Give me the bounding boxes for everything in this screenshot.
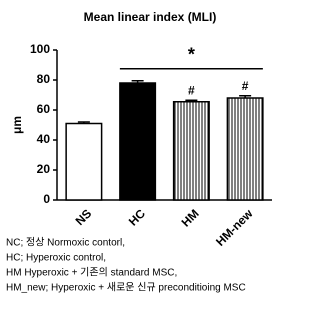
significance-label: * — [188, 45, 195, 65]
bar — [226, 97, 264, 201]
chart-title: Mean linear index (MLI) — [84, 10, 217, 24]
annotation: # — [188, 83, 195, 97]
annotation: # — [242, 79, 249, 93]
footnote: NC; 정상 Normoxic contorl, — [6, 237, 125, 249]
y-tick-label: 100 — [30, 42, 50, 56]
y-tick-label: 60 — [37, 102, 51, 116]
footnote: HM Hyperoxic + 기존의 standard MSC, — [6, 267, 177, 279]
y-tick-label: 0 — [43, 192, 50, 206]
y-tick-label: 40 — [37, 132, 51, 146]
x-tick-label: NS — [73, 206, 95, 228]
bar — [65, 122, 103, 201]
x-tick-label: HM-new — [213, 206, 256, 249]
bar — [119, 82, 157, 201]
bar — [172, 101, 210, 201]
y-tick-label: 80 — [37, 72, 51, 86]
footnote: HM_new; Hyperoxic + 새로운 신규 preconditioin… — [6, 282, 246, 294]
x-tick-label: HM — [179, 206, 202, 229]
y-axis-label: μm — [10, 116, 24, 134]
footnote: HC; Hyperoxic control, — [6, 253, 106, 264]
x-tick-label: HC — [126, 206, 148, 228]
y-tick-label: 20 — [37, 162, 51, 176]
